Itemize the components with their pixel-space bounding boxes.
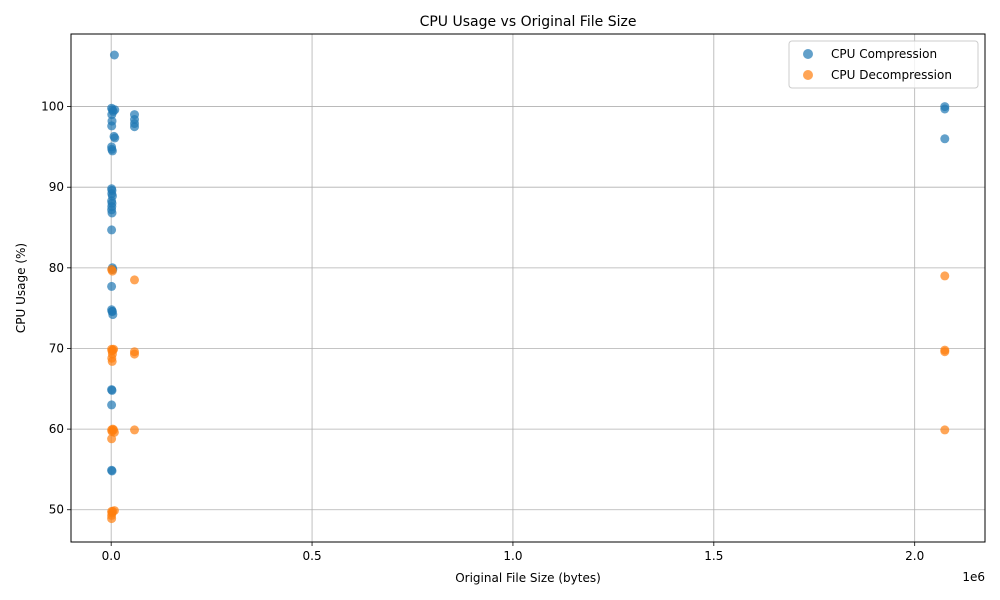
data-point: [940, 271, 950, 281]
x-axis-offset-label: 1e6: [962, 570, 985, 584]
data-point: [130, 349, 139, 359]
data-point: [940, 425, 950, 435]
x-tick-label: 0.0: [102, 549, 121, 563]
data-point: [107, 208, 117, 218]
legend-marker-compression: [803, 49, 813, 59]
data-points: [107, 50, 950, 524]
x-tick-label: 1.5: [704, 549, 723, 563]
x-tick-label: 1.0: [503, 549, 522, 563]
legend-marker-decompression: [803, 70, 813, 80]
data-point: [107, 110, 117, 120]
legend-label-compression: CPU Compression: [831, 47, 937, 61]
data-point: [940, 134, 950, 144]
data-point: [107, 121, 117, 131]
data-point: [108, 310, 118, 320]
legend-label-decompression: CPU Decompression: [831, 68, 952, 82]
x-axis-label: Original File Size (bytes): [455, 571, 601, 585]
data-point: [107, 514, 117, 524]
data-point: [110, 133, 120, 143]
legend-box: [788, 40, 979, 89]
data-point: [107, 266, 117, 276]
y-axis-label: CPU Usage (%): [14, 243, 28, 333]
series-decompression: [107, 265, 950, 524]
data-point: [107, 146, 117, 156]
data-point: [107, 400, 117, 410]
data-point: [940, 104, 950, 114]
data-point: [107, 434, 117, 444]
data-point: [940, 347, 950, 357]
y-tick-label: 70: [49, 341, 64, 355]
data-point: [107, 466, 117, 476]
y-axis-ticks: 50 60 70 80 90 100: [41, 100, 71, 517]
data-point: [107, 225, 117, 235]
data-point: [130, 425, 139, 435]
grid: [71, 34, 985, 542]
y-tick-label: 80: [49, 261, 64, 275]
y-tick-label: 60: [49, 422, 64, 436]
legend: CPU Compression CPU Decompression: [788, 40, 979, 89]
data-point: [109, 50, 119, 60]
data-point: [107, 281, 117, 291]
data-point: [130, 122, 139, 132]
chart-title: CPU Usage vs Original File Size: [420, 14, 637, 30]
data-point: [107, 356, 117, 366]
y-tick-label: 50: [49, 503, 64, 517]
x-tick-label: 2.0: [905, 549, 924, 563]
y-tick-label: 90: [49, 180, 64, 194]
y-tick-label: 100: [41, 100, 64, 114]
data-point: [130, 275, 139, 285]
x-tick-label: 0.5: [303, 549, 322, 563]
plot-frame: [70, 33, 986, 543]
x-axis-ticks: 0.0 0.5 1.0 1.5 2.0: [102, 542, 924, 563]
data-point: [107, 385, 117, 395]
